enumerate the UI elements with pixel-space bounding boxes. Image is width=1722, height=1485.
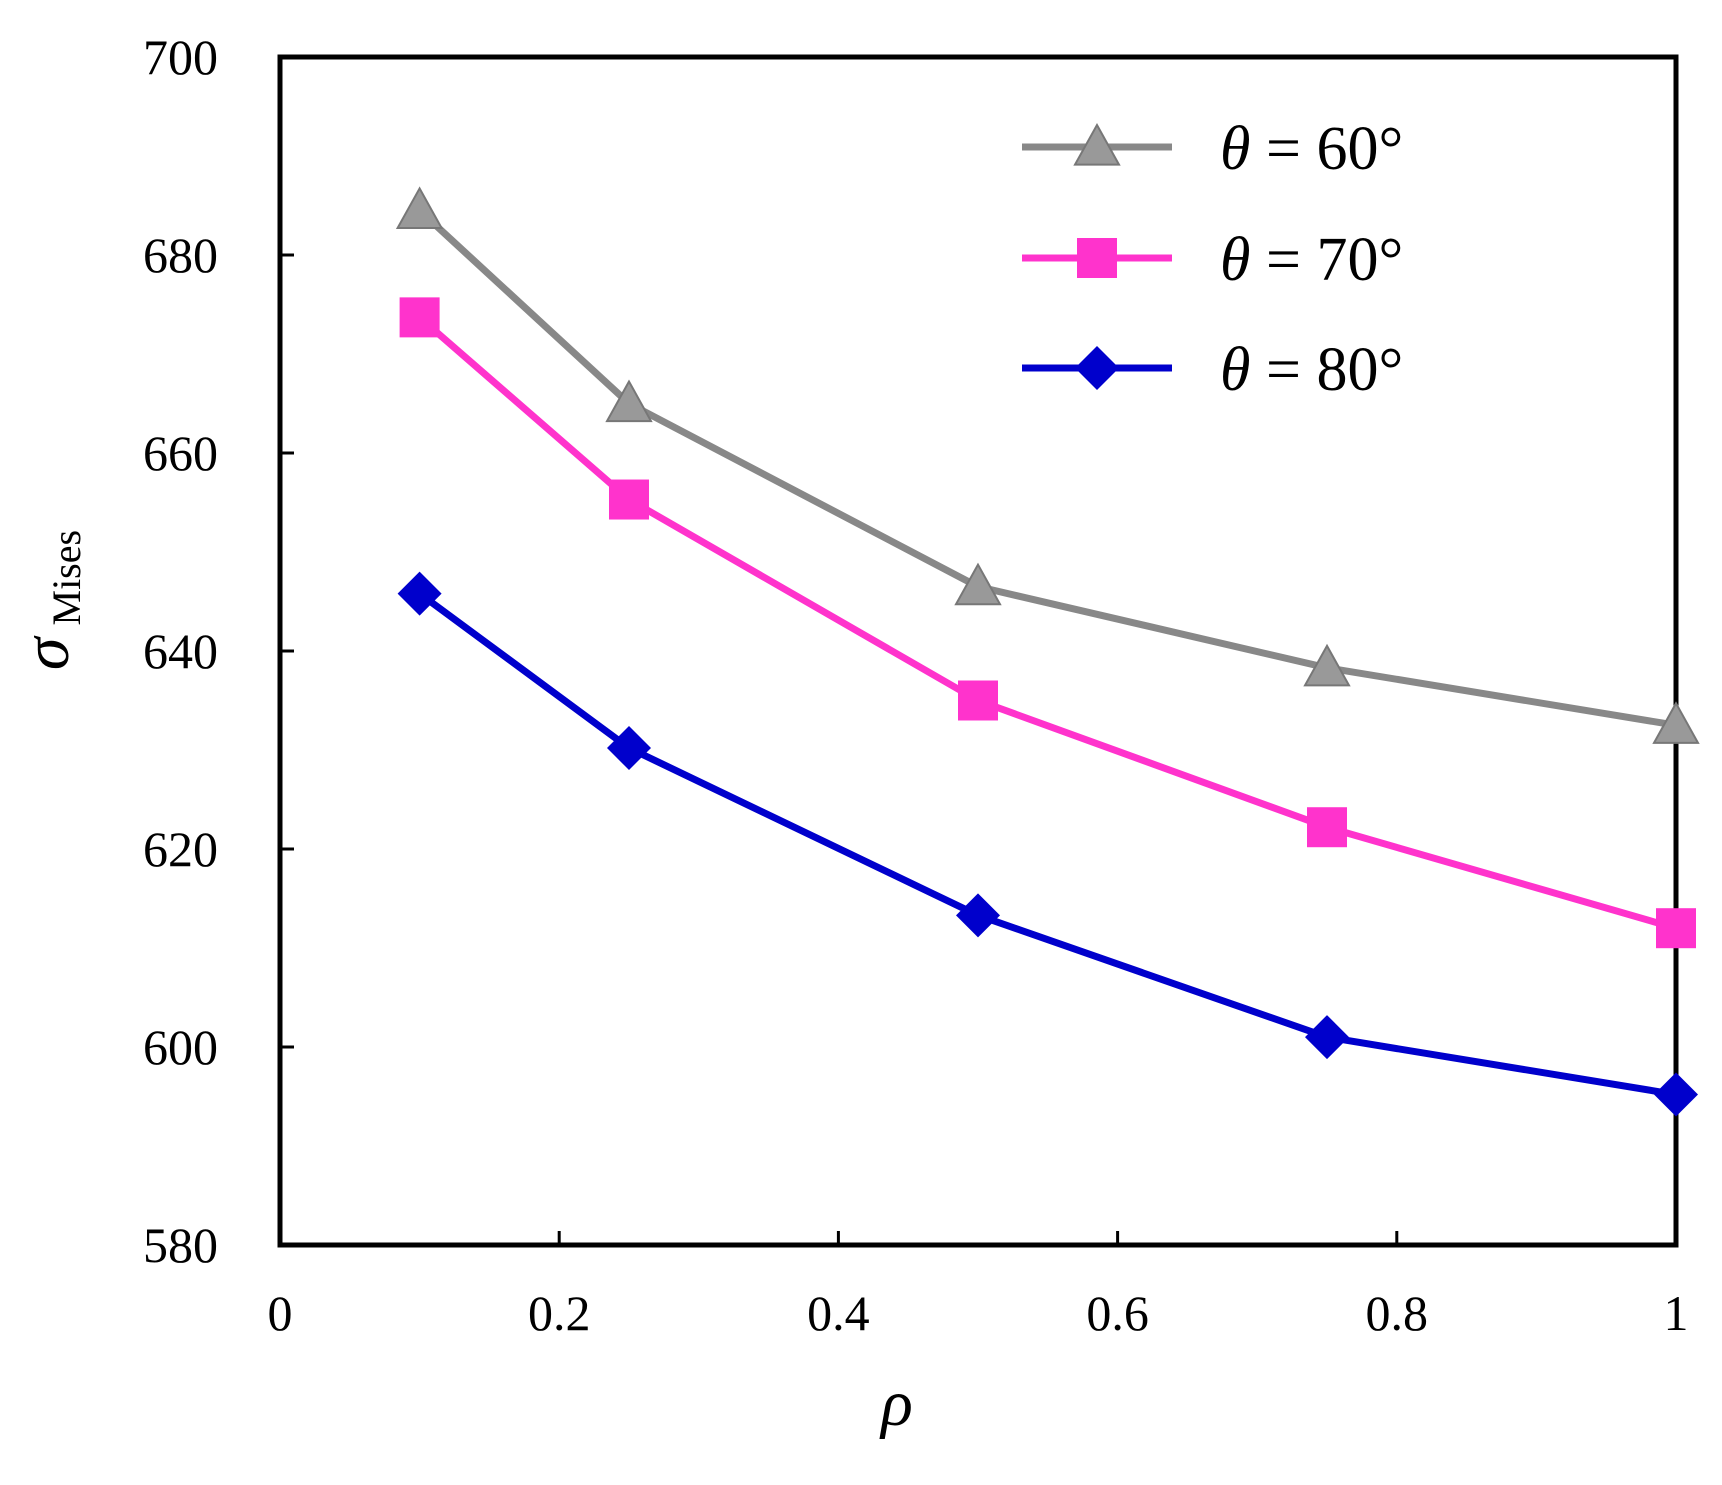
y-tick-label: 600 xyxy=(143,1019,218,1075)
legend-marker xyxy=(1075,346,1119,390)
data-point xyxy=(1656,908,1696,949)
data-point xyxy=(605,379,653,423)
legend-marker xyxy=(1077,238,1117,278)
data-point xyxy=(397,571,442,616)
data-point xyxy=(1307,807,1347,848)
legend-item: θ = 60° xyxy=(1022,115,1403,183)
series-square xyxy=(399,297,1696,949)
series-line xyxy=(417,590,1677,1098)
legend-value: 60° xyxy=(1316,115,1403,183)
y-tick-label: 580 xyxy=(143,1217,218,1273)
legend-item: θ = 70° xyxy=(1022,226,1403,294)
legend-label: θ = 70° xyxy=(1220,226,1403,294)
series-diamond xyxy=(397,571,1698,1117)
legend-marker xyxy=(1073,122,1121,166)
y-tick-label: 640 xyxy=(143,623,218,679)
x-tick-label: 0.4 xyxy=(807,1285,870,1341)
data-point xyxy=(1654,1072,1698,1117)
data-point xyxy=(399,297,440,338)
series-triangle xyxy=(395,186,1700,744)
y-axis-title: σ Mises xyxy=(10,530,89,670)
legend-label: θ = 60° xyxy=(1220,115,1403,183)
legend-equals: = xyxy=(1250,115,1316,183)
data-point xyxy=(1652,701,1700,744)
legend-label: θ = 80° xyxy=(1220,336,1403,404)
data-point xyxy=(395,186,444,230)
x-tick-label: 0 xyxy=(268,1285,293,1341)
x-tick-label: 0.8 xyxy=(1366,1285,1429,1341)
series-line xyxy=(417,314,1677,932)
data-point xyxy=(958,680,998,721)
legend-value: 80° xyxy=(1316,336,1403,404)
legend-symbol: θ xyxy=(1220,115,1250,183)
x-tick-label: 0.2 xyxy=(528,1285,591,1341)
y-axis-title-subscript: Mises xyxy=(44,530,89,626)
data-point xyxy=(1303,643,1351,687)
y-tick-label: 660 xyxy=(143,425,218,481)
data-point xyxy=(956,893,1000,938)
x-tick-label: 1 xyxy=(1664,1285,1689,1341)
legend-item: θ = 80° xyxy=(1022,336,1403,404)
data-point xyxy=(607,726,651,771)
plot-frame xyxy=(277,54,1679,1248)
plot-frame-group xyxy=(277,54,1679,1248)
data-point xyxy=(954,562,1002,606)
legend-equals: = xyxy=(1250,336,1316,404)
series-group xyxy=(395,186,1700,1117)
legend-equals: = xyxy=(1250,226,1316,294)
legend: θ = 60°θ = 70°θ = 80° xyxy=(1022,115,1403,404)
x-tick-label: 0.6 xyxy=(1086,1285,1149,1341)
y-tick-label: 700 xyxy=(143,29,218,85)
ticks-group: 0 0.2 0.4 0.6 0.8 1 580 600 620 640 660 680 700 xyxy=(143,29,1689,1341)
data-point xyxy=(609,479,649,520)
y-tick-label: 620 xyxy=(143,821,218,877)
y-axis-title-symbol: σ xyxy=(10,635,83,670)
data-point xyxy=(1305,1015,1349,1060)
x-axis-title: ρ xyxy=(879,1367,913,1440)
legend-symbol: θ xyxy=(1220,336,1250,404)
series-line xyxy=(417,207,1677,729)
legend-value: 70° xyxy=(1316,226,1403,294)
legend-symbol: θ xyxy=(1220,226,1250,294)
y-tick-label: 680 xyxy=(143,227,218,283)
